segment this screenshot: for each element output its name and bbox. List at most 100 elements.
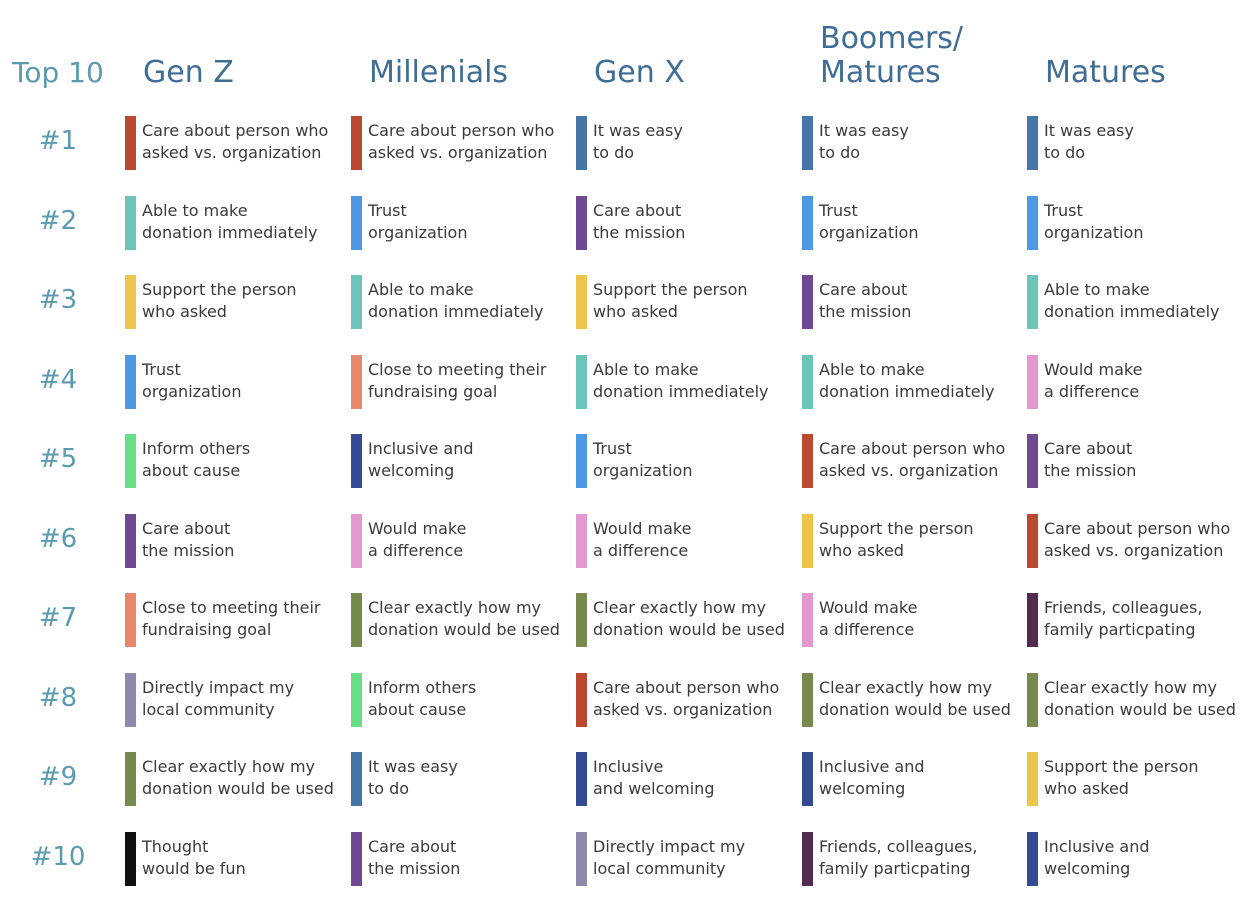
rank-label: #1 xyxy=(38,126,78,156)
reason-cell: Trust organization xyxy=(125,354,343,409)
reason-cell: Support the person who asked xyxy=(1027,752,1242,806)
reason-cell: Care about the mission xyxy=(576,195,794,250)
color-bar xyxy=(125,831,136,886)
color-bar xyxy=(1027,116,1038,170)
reason-text: Clear exactly how my donation would be u… xyxy=(819,677,1011,719)
reason-text: Support the person who asked xyxy=(819,518,974,560)
reason-text: Support the person who asked xyxy=(142,280,297,321)
reason-cell: It was easy to do xyxy=(351,752,569,806)
reason-cell: Care about the mission xyxy=(125,513,343,568)
color-bar xyxy=(351,513,362,568)
reason-text: Trust organization xyxy=(593,439,693,480)
column-header: Boomers/ Matures xyxy=(820,21,964,90)
rank-label: #5 xyxy=(38,444,78,474)
color-bar xyxy=(802,513,813,568)
color-bar xyxy=(802,593,813,647)
reason-cell: Able to make donation immediately xyxy=(576,354,794,409)
reason-cell: Support the person who asked xyxy=(802,513,1020,568)
color-bar xyxy=(125,195,136,250)
reason-text: Would make a difference xyxy=(1044,359,1143,401)
reason-text: Trust organization xyxy=(368,200,468,242)
color-bar xyxy=(802,354,813,409)
reason-text: Able to make donation immediately xyxy=(368,280,544,321)
reason-text: Directly impact my local community xyxy=(142,677,295,719)
reason-cell: Thought would be fun xyxy=(125,831,343,886)
reason-text: Clear exactly how my donation would be u… xyxy=(1044,677,1236,719)
reason-text: Inclusive and welcoming xyxy=(819,757,925,798)
reason-cell: Inform others about cause xyxy=(125,434,343,488)
reason-text: Thought would be fun xyxy=(142,836,246,878)
column-header: Gen Z xyxy=(143,55,234,90)
reason-cell: Care about person who asked vs. organiza… xyxy=(802,434,1020,488)
reason-cell: Care about the mission xyxy=(351,831,569,886)
color-bar xyxy=(125,116,136,170)
reason-cell: Directly impact my local community xyxy=(576,831,794,886)
reason-cell: Trust organization xyxy=(576,434,794,488)
reason-cell: Inclusive and welcoming xyxy=(576,752,794,806)
reason-cell: Inclusive and welcoming xyxy=(351,434,569,488)
reason-text: Directly impact my local community xyxy=(593,836,746,878)
color-bar xyxy=(802,275,813,329)
rank-label: #10 xyxy=(30,841,86,872)
color-bar xyxy=(576,116,587,170)
color-bar xyxy=(125,672,136,727)
column-header: Millenials xyxy=(369,55,509,90)
color-bar xyxy=(576,831,587,886)
reason-cell: Clear exactly how my donation would be u… xyxy=(576,593,794,647)
reason-cell: Care about person who asked vs. organiza… xyxy=(576,672,794,727)
rank-label: #7 xyxy=(38,603,78,633)
color-bar xyxy=(351,752,362,806)
color-bar xyxy=(1027,831,1038,886)
reason-text: Care about the mission xyxy=(819,280,912,321)
reason-text: Care about person who asked vs. organiza… xyxy=(142,121,329,162)
color-bar xyxy=(576,275,587,329)
reason-text: Friends, colleagues, family particpating xyxy=(1044,598,1203,639)
reason-cell: Directly impact my local community xyxy=(125,672,343,727)
reason-cell: Trust organization xyxy=(1027,195,1242,250)
reason-cell: Close to meeting their fundraising goal xyxy=(351,354,569,409)
reason-text: Able to make donation immediately xyxy=(593,359,769,401)
reason-text: Trust organization xyxy=(819,200,919,242)
reason-cell: Clear exactly how my donation would be u… xyxy=(1027,672,1242,727)
reason-text: Close to meeting their fundraising goal xyxy=(368,359,547,401)
rank-label: #2 xyxy=(38,205,78,236)
color-bar xyxy=(576,195,587,250)
reason-text: It was easy to do xyxy=(819,121,909,162)
reason-cell: Would make a difference xyxy=(351,513,569,568)
color-bar xyxy=(576,354,587,409)
reason-cell: Inform others about cause xyxy=(351,672,569,727)
reason-text: Would make a difference xyxy=(368,518,467,560)
reason-text: Inclusive and welcoming xyxy=(593,757,715,798)
reason-text: Care about person who asked vs. organiza… xyxy=(819,439,1006,480)
color-bar xyxy=(125,275,136,329)
color-bar xyxy=(1027,434,1038,488)
color-bar xyxy=(576,434,587,488)
color-bar xyxy=(1027,513,1038,568)
color-bar xyxy=(802,831,813,886)
reason-cell: Friends, colleagues, family particpating xyxy=(802,831,1020,886)
reason-text: Friends, colleagues, family particpating xyxy=(819,836,978,878)
reason-cell: Able to make donation immediately xyxy=(802,354,1020,409)
reason-text: It was easy to do xyxy=(1044,121,1134,162)
reason-text: Care about person who asked vs. organiza… xyxy=(593,677,780,719)
rank-label: #8 xyxy=(38,682,78,713)
rank-label: #3 xyxy=(38,285,78,315)
reason-cell: It was easy to do xyxy=(576,116,794,170)
reason-text: Able to make donation immediately xyxy=(1044,280,1220,321)
color-bar xyxy=(1027,354,1038,409)
color-bar xyxy=(576,672,587,727)
color-bar xyxy=(125,593,136,647)
rank-label: #6 xyxy=(38,523,78,554)
reason-text: Care about the mission xyxy=(368,836,461,878)
reason-cell: Friends, colleagues, family particpating xyxy=(1027,593,1242,647)
color-bar xyxy=(351,275,362,329)
color-bar xyxy=(125,434,136,488)
color-bar xyxy=(351,195,362,250)
reason-text: Care about person who asked vs. organiza… xyxy=(1044,518,1231,560)
reason-cell: Inclusive and welcoming xyxy=(1027,831,1242,886)
reason-text: Trust organization xyxy=(142,359,242,401)
reason-text: It was easy to do xyxy=(368,757,458,798)
reason-text: It was easy to do xyxy=(593,121,683,162)
reason-cell: Would make a difference xyxy=(576,513,794,568)
reason-cell: Care about person who asked vs. organiza… xyxy=(125,116,343,170)
